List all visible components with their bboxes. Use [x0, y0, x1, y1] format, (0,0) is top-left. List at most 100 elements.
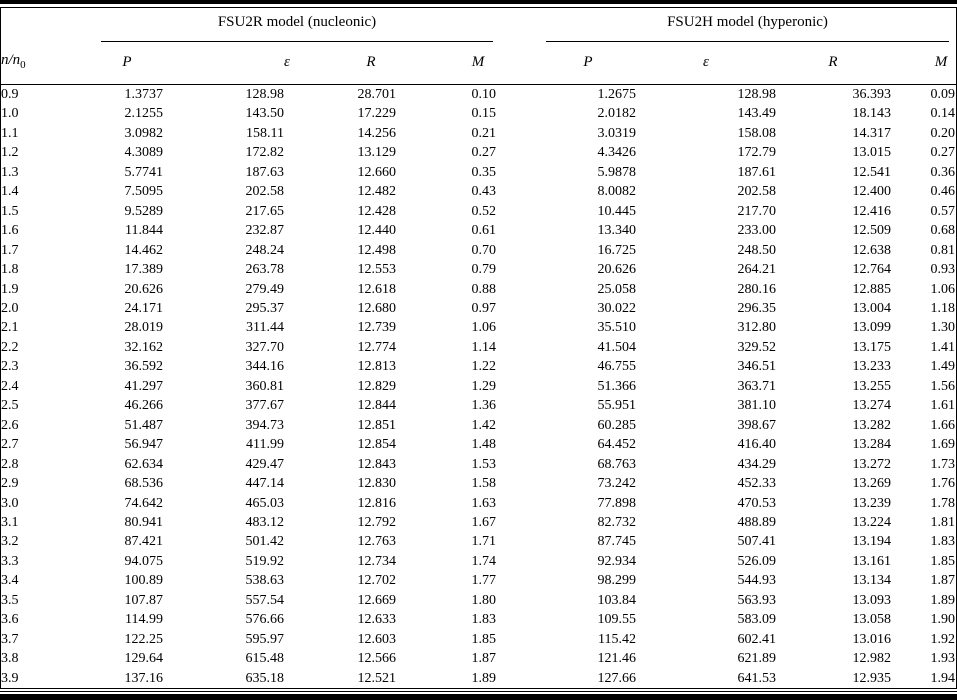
column-header-r-hyperonic: R	[828, 54, 838, 70]
cell: 1.53	[471, 456, 497, 472]
table-row: 3.6 114.99 576.66 12.633 1.83 109.55 583.09 13.…	[1, 610, 956, 629]
cell: 12.829	[357, 378, 397, 394]
cell: 87.745	[597, 534, 637, 550]
cell: 602.41	[737, 631, 777, 647]
row-label: 1.8	[1, 262, 19, 278]
cell: 17.389	[124, 262, 164, 278]
cell: 1.69	[930, 437, 956, 453]
cell: 87.421	[124, 534, 164, 550]
cell: 13.194	[852, 534, 892, 550]
cell: 64.452	[597, 437, 637, 453]
cell: 1.73	[930, 456, 956, 472]
table-row: 2.0 24.171 295.37 12.680 0.97 30.022 296.35 13.…	[1, 299, 956, 318]
cell: 0.10	[471, 87, 497, 102]
cell: 56.947	[124, 437, 164, 453]
cell: 143.50	[245, 106, 285, 122]
row-label: 2.6	[1, 417, 19, 433]
cell: 434.29	[737, 456, 777, 472]
cell: 1.80	[471, 592, 497, 608]
cell: 10.445	[597, 203, 637, 219]
group-header-fsu2r-label: FSU2R model (nucleonic)	[217, 14, 377, 30]
cell: 0.15	[471, 106, 497, 122]
cell: 172.82	[245, 145, 285, 161]
table-row: 3.2 87.421 501.42 12.763 1.71 87.745 507.41 13.…	[1, 532, 956, 551]
cell: 30.022	[597, 300, 637, 316]
cell: 360.81	[245, 378, 285, 394]
row-label: 1.7	[1, 242, 19, 258]
cell: 544.93	[737, 573, 777, 589]
cell: 13.239	[852, 495, 892, 511]
cell: 483.12	[245, 514, 285, 530]
cell: 452.33	[737, 476, 777, 492]
cell: 280.16	[737, 281, 777, 297]
cell: 12.660	[357, 164, 397, 180]
cell: 1.78	[930, 495, 956, 511]
cell: 115.42	[598, 631, 636, 647]
cell: 0.93	[930, 262, 956, 278]
row-label: 2.2	[1, 339, 19, 355]
cell: 158.11	[246, 125, 284, 141]
cell: 1.93	[930, 651, 956, 667]
cell: 12.734	[357, 553, 397, 569]
cell: 12.603	[357, 631, 397, 647]
table-row: 2.6 51.487 394.73 12.851 1.42 60.285 398.67 13.…	[1, 416, 956, 435]
cell: 60.285	[597, 417, 637, 433]
table-frame: FSU2R model (nucleonic) FSU2H model (hyp…	[0, 8, 957, 689]
cell: 51.487	[124, 417, 164, 433]
cell: 62.634	[124, 456, 164, 472]
table-row: 3.9 137.16 635.18 12.521 1.89 127.66 641.53 12.…	[1, 669, 956, 688]
cell: 1.42	[471, 417, 497, 433]
cell: 12.416	[852, 203, 892, 219]
cell: 263.78	[245, 262, 285, 278]
cell: 1.48	[471, 437, 497, 453]
cell: 12.618	[357, 281, 397, 297]
data-table: 0.9 1.3737 128.98 28.701 0.10 1.2675 128.98 36.…	[1, 85, 956, 688]
cell: 0.88	[471, 281, 497, 297]
cell: 98.299	[597, 573, 637, 589]
table-row: 3.3 94.075 519.92 12.734 1.74 92.934 526.09 13.…	[1, 552, 956, 571]
cell: 12.521	[357, 670, 397, 686]
cell: 13.233	[852, 359, 892, 375]
table-row: 3.4 100.89 538.63 12.702 1.77 98.299 544.93 13.…	[1, 571, 956, 590]
cell: 398.67	[737, 417, 777, 433]
cell: 329.52	[737, 339, 777, 355]
cell: 0.27	[930, 145, 956, 161]
cell: 17.229	[357, 106, 397, 122]
table-row: 1.9 20.626 279.49 12.618 0.88 25.058 280.16 12.…	[1, 280, 956, 299]
cell: 346.51	[737, 359, 777, 375]
cell: 519.92	[245, 553, 285, 569]
row-label: 3.1	[1, 514, 19, 530]
row-label: 2.8	[1, 456, 19, 472]
cell: 563.93	[737, 592, 777, 608]
row-label: 0.9	[1, 87, 19, 102]
table-row: 2.7 56.947 411.99 12.854 1.48 64.452 416.40 13.…	[1, 435, 956, 454]
cell: 377.67	[245, 398, 285, 414]
group-header-fsu2h-label: FSU2H model (hyperonic)	[667, 14, 828, 30]
cell: 20.626	[124, 281, 164, 297]
cell: 1.66	[930, 417, 956, 433]
bottom-thick-rule	[0, 694, 957, 700]
cell: 202.58	[737, 184, 777, 200]
cell: 1.36	[471, 398, 497, 414]
table-row: 1.7 14.462 248.24 12.498 0.70 16.725 248.50 12.…	[1, 241, 956, 260]
row-label: 3.4	[1, 573, 19, 589]
cell: 0.35	[471, 164, 497, 180]
cell: 296.35	[737, 300, 777, 316]
cell: 311.44	[246, 320, 284, 336]
cell: 8.0082	[597, 184, 637, 200]
cell: 51.366	[597, 378, 637, 394]
table-row: 1.3 5.7741 187.63 12.660 0.35 5.9878 187.61 12.…	[1, 163, 956, 182]
cell: 0.97	[471, 300, 497, 316]
cell: 1.56	[930, 378, 956, 394]
cell: 2.0182	[597, 106, 637, 122]
cell: 576.66	[245, 612, 285, 628]
cell: 25.058	[597, 281, 637, 297]
group-header-fsu2h: FSU2H model (hyperonic)	[546, 8, 949, 42]
cell: 411.99	[246, 437, 284, 453]
cell: 5.7741	[124, 164, 164, 180]
table-row: 1.5 9.5289 217.65 12.428 0.52 10.445 217.70 12.…	[1, 202, 956, 221]
cell: 1.06	[471, 320, 497, 336]
cell: 41.297	[124, 378, 164, 394]
cell: 1.83	[471, 612, 497, 628]
cell: 109.55	[597, 612, 637, 628]
